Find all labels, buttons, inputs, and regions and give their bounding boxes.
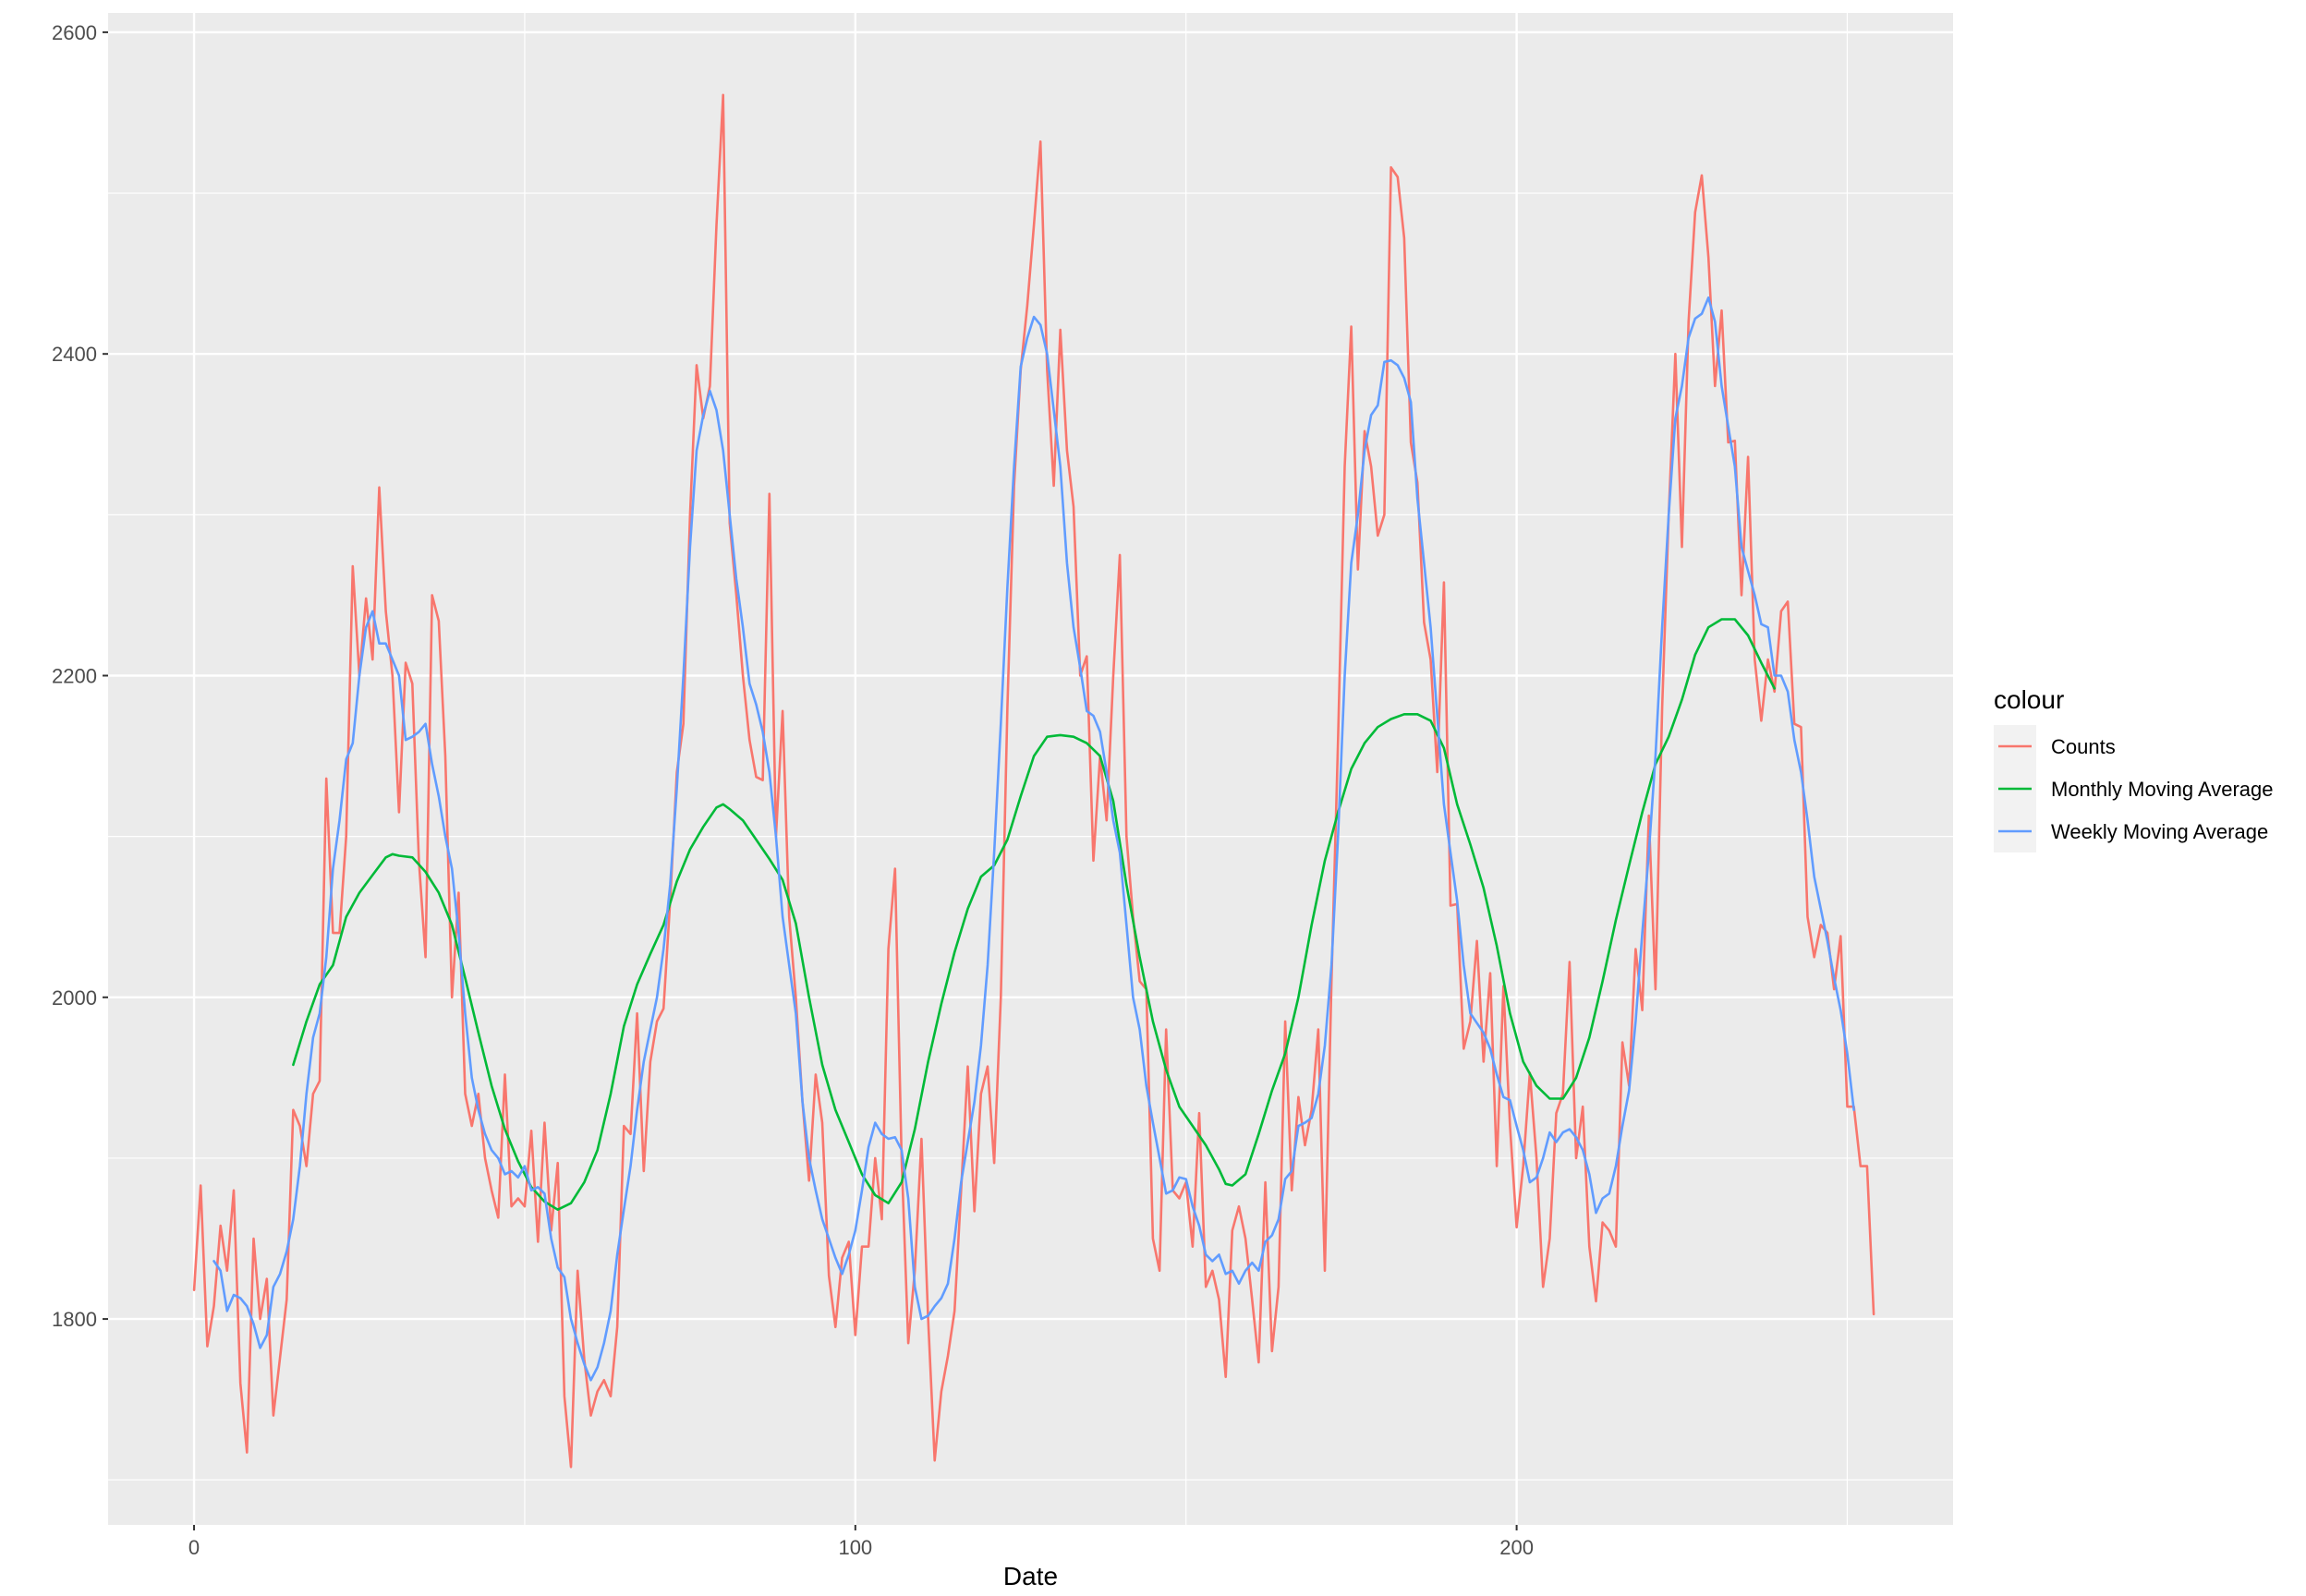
grid-minor [108, 13, 1953, 1525]
legend-label-weekly-moving-average: Weekly Moving Average [2051, 820, 2268, 843]
y-axis: 1800 2000 2200 2400 2600 [52, 21, 108, 1331]
y-tick-label: 2200 [52, 664, 97, 687]
x-tick-label: 0 [188, 1536, 200, 1559]
series-line-counts [192, 93, 1875, 1469]
legend-label-counts: Counts [2051, 735, 2116, 758]
y-tick-label: 2000 [52, 986, 97, 1010]
y-tick-label: 2400 [52, 343, 97, 366]
series-layer [192, 93, 1875, 1469]
series-line-weekly-moving-average [212, 296, 1855, 1382]
legend: colour Counts Monthly Moving Average Weekl… [1994, 685, 2274, 852]
y-tick-label: 2600 [52, 21, 97, 44]
x-axis-title: Date [1003, 1562, 1058, 1590]
legend-entries: Counts Monthly Moving Average Weekly Movin… [1994, 725, 2274, 852]
y-tick-label: 1800 [52, 1308, 97, 1331]
grid-major [108, 13, 1953, 1525]
x-axis: 0 100 200 [188, 1525, 1534, 1559]
legend-label-monthly-moving-average: Monthly Moving Average [2051, 778, 2274, 801]
x-tick-label: 100 [838, 1536, 872, 1559]
x-tick-label: 200 [1499, 1536, 1534, 1559]
legend-title: colour [1994, 685, 2064, 714]
